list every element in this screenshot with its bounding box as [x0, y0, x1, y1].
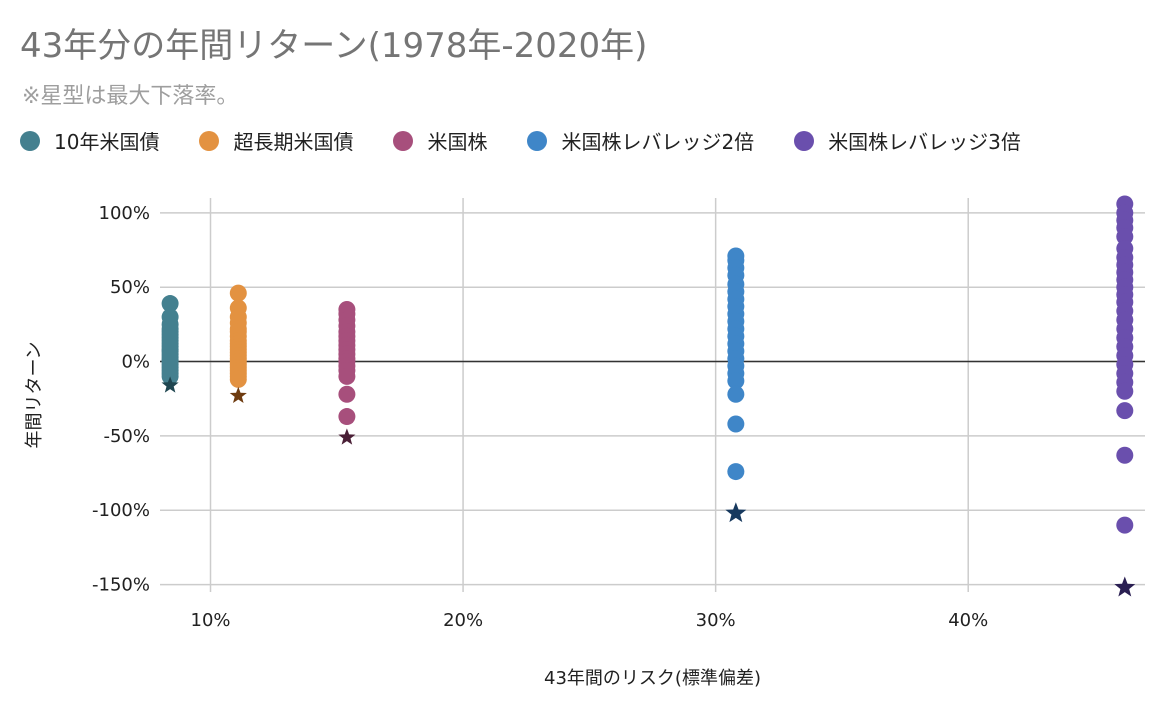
legend-item-us-stock-3x[interactable]: 米国株レバレッジ3倍: [794, 126, 1021, 155]
data-point: [1116, 228, 1134, 246]
chart-subtitle: ※星型は最大下落率。: [22, 84, 239, 109]
legend-label-us-stock-3x: 米国株レバレッジ3倍: [828, 130, 1021, 154]
data-point: [338, 408, 356, 426]
legend-item-long-treasury[interactable]: 超長期米国債: [199, 126, 353, 155]
y-tick-label: -50%: [103, 426, 150, 447]
data-point: [727, 372, 745, 390]
y-tick-label: -100%: [92, 500, 150, 521]
legend-swatch-10y-treasury: [20, 130, 40, 151]
legend-item-us-stock[interactable]: 米国株: [393, 126, 487, 155]
legend-item-10y-treasury[interactable]: 10年米国債: [20, 126, 159, 155]
data-point: [1116, 446, 1134, 464]
x-tick-label: 40%: [948, 610, 988, 631]
legend-swatch-us-stock: [393, 130, 414, 151]
max-drawdown-star: [161, 376, 179, 393]
y-tick-label: -150%: [92, 575, 150, 596]
legend-label-us-stock-2x: 米国株レバレッジ2倍: [561, 130, 755, 154]
max-drawdown-star: [1114, 576, 1136, 597]
tick-labels: 100% 50% 0% -50% -100% -150% 10% 20% 30% 40%: [92, 203, 988, 631]
max-drawdown-star: [229, 386, 247, 404]
data-point: [161, 295, 179, 313]
legend-label-long-treasury: 超長期米国債: [233, 130, 354, 154]
max-drawdown-star: [338, 428, 356, 445]
legend-swatch-us-stock-3x: [794, 130, 815, 151]
data-point: [1116, 382, 1134, 400]
data-point: [727, 415, 745, 433]
x-tick-label: 20%: [443, 610, 483, 631]
data-point: [229, 284, 247, 302]
max-drawdown-star: [725, 502, 747, 523]
data-point: [1116, 516, 1134, 534]
x-axis-label: 43年間のリスク(標準偏差): [544, 668, 761, 689]
legend-label-us-stock: 米国株: [427, 130, 488, 154]
max-drawdown-markers: [161, 376, 1136, 597]
x-tick-label: 30%: [696, 610, 736, 631]
data-point: [727, 463, 745, 481]
data-point: [727, 385, 745, 403]
data-point: [229, 370, 247, 388]
data-point: [338, 367, 356, 385]
legend: 10年米国債 超長期米国債 米国株 米国株レバレッジ2倍 米国株レバレッジ3倍: [20, 126, 1021, 155]
y-tick-label: 100%: [99, 203, 150, 224]
grid-lines: [160, 198, 1145, 592]
y-tick-label: 0%: [121, 352, 150, 373]
legend-swatch-long-treasury: [199, 130, 220, 151]
legend-item-us-stock-2x[interactable]: 米国株レバレッジ2倍: [527, 126, 754, 155]
y-tick-label: 50%: [110, 277, 150, 298]
data-point: [1116, 402, 1134, 420]
data-points: [161, 195, 1134, 534]
legend-label-10y-treasury: 10年米国債: [54, 130, 160, 154]
x-tick-label: 10%: [191, 610, 231, 631]
data-point: [338, 385, 356, 403]
legend-swatch-us-stock-2x: [527, 130, 548, 151]
chart-title: 43年分の年間リターン(1978年-2020年): [20, 26, 648, 66]
y-axis-label: 年間リターン: [24, 341, 45, 448]
